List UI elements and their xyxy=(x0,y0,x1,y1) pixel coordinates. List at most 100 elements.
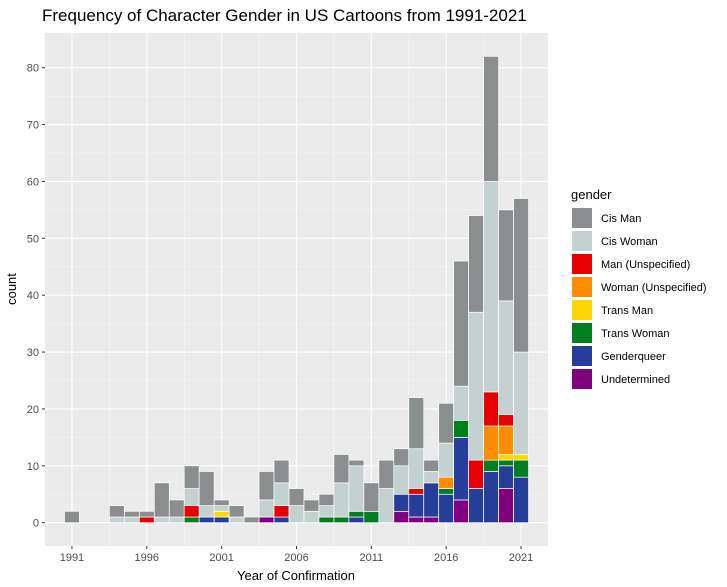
bar-segment xyxy=(303,510,320,524)
legend: gender Cis Man Cis Woman Man (Unspecified)… xyxy=(571,187,707,389)
y-tick-label: 10 xyxy=(27,461,39,473)
bar-segment xyxy=(213,516,230,524)
bar-segment xyxy=(363,510,380,524)
x-tick-label: 2016 xyxy=(434,552,458,564)
bar-segment xyxy=(378,459,395,489)
x-tick-label: 1991 xyxy=(60,552,84,564)
bar-segment xyxy=(513,454,529,461)
bar-segment xyxy=(423,471,440,484)
x-tick-label: 1996 xyxy=(135,552,159,564)
legend-label: Genderqueer xyxy=(601,351,666,363)
bar-segment xyxy=(408,493,425,518)
bar-segment xyxy=(468,488,484,524)
bar-segment xyxy=(483,391,499,427)
bar-segment xyxy=(273,459,290,484)
y-tick-label: 80 xyxy=(27,63,39,75)
y-tick-label: 70 xyxy=(27,120,39,132)
bar-segment xyxy=(483,425,499,461)
bar-segment xyxy=(423,459,440,472)
bar-stacks xyxy=(64,55,529,524)
bar-segment xyxy=(423,482,440,518)
bar-segment xyxy=(513,476,529,524)
x-axis-ticks: 1991 1996 2001 2006 2011 2016 2021 xyxy=(60,546,533,564)
bar-segment xyxy=(378,488,395,524)
bar-segment xyxy=(348,516,365,524)
legend-key xyxy=(572,300,592,320)
legend-key xyxy=(572,277,592,297)
bar-segment xyxy=(198,505,215,518)
bar-segment xyxy=(498,488,514,524)
bar-segment xyxy=(468,215,484,313)
bar-segment xyxy=(109,516,125,524)
bar-segment xyxy=(423,516,440,524)
legend-label: Undetermined xyxy=(601,374,670,386)
bar-segment xyxy=(513,459,529,478)
bar-segment xyxy=(288,505,305,524)
bar-segment xyxy=(273,482,290,506)
bar-segment xyxy=(408,448,425,489)
chart-title: Frequency of Character Gender in US Cart… xyxy=(42,6,527,25)
x-tick-label: 2021 xyxy=(509,552,533,564)
legend-key xyxy=(572,231,592,251)
y-tick-label: 60 xyxy=(27,176,39,188)
bar-segment xyxy=(438,493,455,524)
x-tick-label: 2011 xyxy=(360,552,384,564)
bar-segment xyxy=(153,482,170,518)
legend-key xyxy=(572,346,592,366)
bar-segment xyxy=(513,351,529,455)
y-axis-title: count xyxy=(4,273,19,305)
bar-segment xyxy=(393,448,410,467)
bar-segment xyxy=(483,55,499,182)
bar-segment xyxy=(468,459,484,489)
bar-segment xyxy=(273,505,290,518)
bar-segment xyxy=(498,454,514,461)
bar-segment xyxy=(498,425,514,455)
y-axis-ticks: 0 10 20 30 40 50 60 70 80 xyxy=(27,63,45,530)
bar-segment xyxy=(303,499,320,512)
bar-segment xyxy=(168,499,185,518)
bar-segment xyxy=(288,488,305,506)
bar-segment xyxy=(318,516,335,524)
bar-segment xyxy=(258,516,275,524)
bar-segment xyxy=(483,181,499,393)
bar-segment xyxy=(348,510,365,518)
bar-segment xyxy=(393,510,410,524)
bar-segment xyxy=(498,209,514,302)
bar-segment xyxy=(393,493,410,512)
legend-key xyxy=(572,254,592,274)
bar-segment xyxy=(228,516,245,524)
bar-segment xyxy=(348,465,365,512)
bar-segment xyxy=(453,260,470,387)
bar-segment xyxy=(183,465,200,489)
y-tick-label: 50 xyxy=(27,233,39,245)
bar-segment xyxy=(138,510,155,518)
x-tick-label: 2006 xyxy=(284,552,308,564)
bar-segment xyxy=(453,499,470,524)
bar-segment xyxy=(438,488,455,495)
legend-label: Trans Man xyxy=(601,305,653,317)
bar-segment xyxy=(213,499,230,506)
bar-segment xyxy=(318,505,335,518)
y-tick-label: 20 xyxy=(27,404,39,416)
y-tick-label: 40 xyxy=(27,290,39,302)
bar-segment xyxy=(408,516,425,524)
bar-segment xyxy=(138,516,155,524)
x-axis-title: Year of Confirmation xyxy=(237,568,355,583)
bar-segment xyxy=(453,437,470,501)
bar-segment xyxy=(453,385,470,421)
legend-label: Trans Woman xyxy=(601,328,669,340)
bar-segment xyxy=(109,505,125,518)
bar-segment xyxy=(273,516,290,524)
bar-segment xyxy=(168,516,185,524)
bar-segment xyxy=(183,505,200,518)
bar-segment xyxy=(408,488,425,495)
bar-segment xyxy=(228,505,245,518)
bar-segment xyxy=(243,516,260,524)
bar-segment xyxy=(498,414,514,427)
bar-segment xyxy=(498,300,514,415)
legend-key xyxy=(572,323,592,343)
bar-segment xyxy=(483,471,499,524)
bar-segment xyxy=(483,459,499,472)
bar-segment xyxy=(498,459,514,467)
bar-segment xyxy=(198,516,215,524)
